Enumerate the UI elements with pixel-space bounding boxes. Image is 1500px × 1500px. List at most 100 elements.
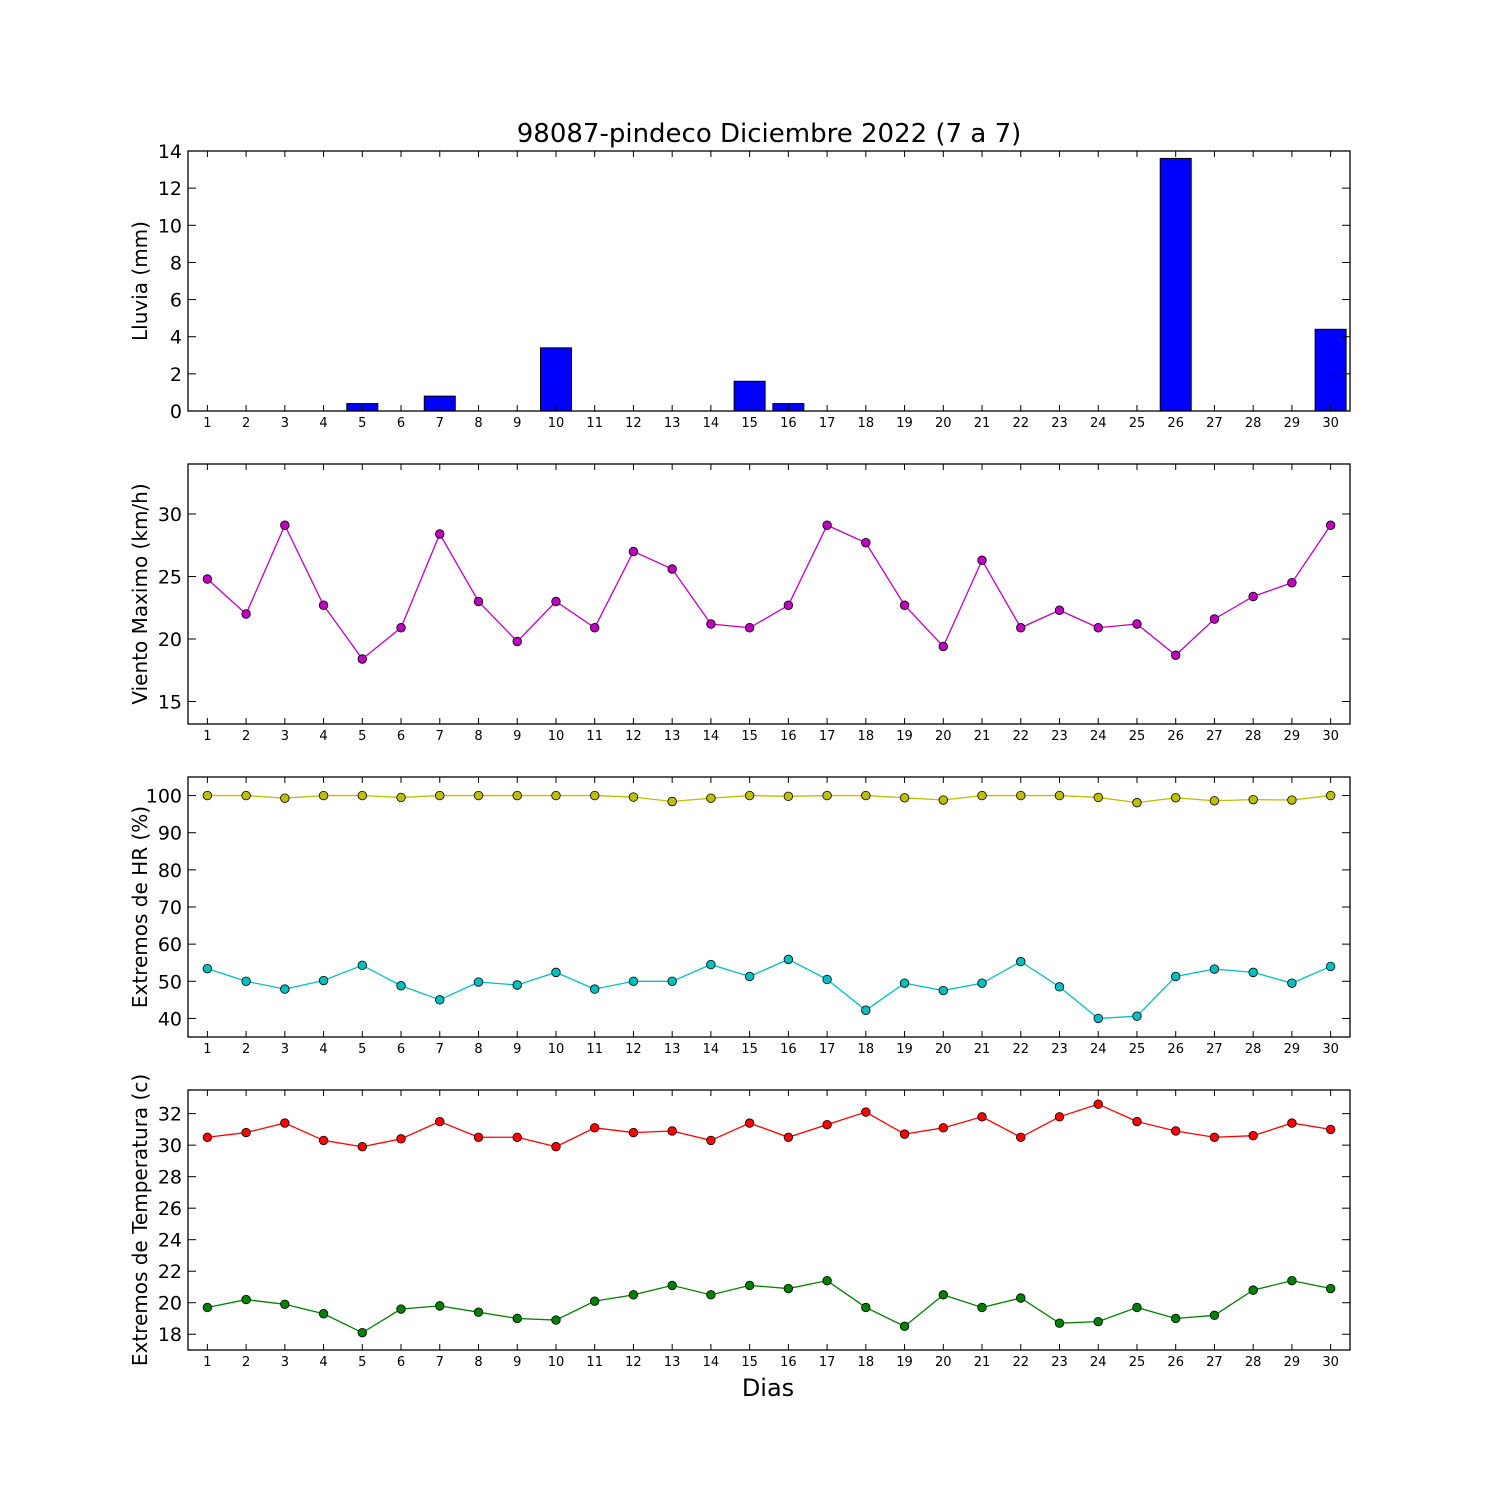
x-tick-label: 13 (664, 1042, 681, 1057)
series-2-point-15 (744, 971, 755, 982)
series-1-point-15 (744, 1118, 755, 1128)
x-tick-label: 30 (1322, 1355, 1339, 1370)
series-2-point-12 (628, 1290, 639, 1300)
y-tick-label: 70 (158, 897, 182, 919)
series-1-point-13 (667, 564, 677, 574)
y-tick-label: 32 (158, 1104, 182, 1126)
series-1-point-14 (706, 619, 716, 629)
x-tick-label: 5 (358, 416, 366, 431)
series-1-point-2 (241, 1127, 251, 1138)
y-tick-label: 4 (170, 327, 182, 349)
series-1-point-27 (1209, 1132, 1220, 1142)
x-tick-label: 2 (242, 729, 250, 744)
x-tick-label: 5 (358, 729, 366, 744)
plot-frame (187, 776, 1351, 1038)
series-1-point-7 (435, 529, 445, 539)
x-tick-label: 28 (1245, 1042, 1262, 1057)
series-2-point-28 (1248, 967, 1258, 978)
series-2-point-19 (899, 978, 910, 988)
series-1-point-24 (1093, 1099, 1103, 1109)
series-2-point-3 (280, 1299, 290, 1310)
x-tick-label: 11 (586, 1355, 603, 1370)
y-tick-label: 90 (158, 823, 182, 845)
x-tick-label: 4 (319, 1042, 327, 1057)
x-tick-label: 16 (780, 1042, 797, 1057)
series-1-point-3 (280, 793, 290, 803)
series-2-point-19 (899, 1321, 910, 1332)
series-1-point-17 (822, 790, 832, 801)
x-tick-label: 29 (1284, 729, 1301, 744)
series-2-point-10 (551, 967, 561, 978)
series-2-point-1 (202, 963, 213, 974)
plot-frame (187, 463, 1351, 725)
x-tick-label: 3 (281, 416, 289, 431)
series-1-point-3 (280, 1118, 290, 1128)
x-tick-label: 8 (474, 1355, 482, 1370)
series-1-point-18 (861, 790, 871, 801)
series-1-point-23 (1054, 1112, 1065, 1122)
series-2-point-11 (590, 1296, 600, 1306)
series-2-point-27 (1209, 1310, 1220, 1321)
x-tick-label: 8 (474, 729, 482, 744)
series-2-point-18 (861, 1302, 871, 1313)
y-tick-label: 60 (158, 934, 182, 956)
series-2-point-4 (318, 1309, 329, 1319)
series-1-point-11 (590, 1123, 600, 1133)
y-axis-label: Viento Maximo (km/h) (128, 483, 152, 704)
series-1-point-12 (628, 792, 639, 802)
x-tick-label: 20 (935, 729, 952, 744)
series-2-point-20 (938, 1290, 949, 1300)
x-tick-label: 25 (1129, 416, 1146, 431)
x-tick-label: 15 (741, 729, 758, 744)
series-1-point-24 (1093, 792, 1103, 803)
x-tick-label: 23 (1051, 1042, 1068, 1057)
series-1-point-26 (1170, 793, 1181, 803)
x-tick-label: 4 (319, 1355, 327, 1370)
series-1-point-25 (1132, 1116, 1142, 1127)
series-1-point-6 (396, 792, 406, 803)
series-1-point-17 (822, 520, 832, 530)
series-2-point-25 (1132, 1011, 1142, 1021)
series-1-point-9 (512, 1132, 522, 1142)
series-1-point-11 (590, 790, 600, 801)
series-2-point-17 (822, 974, 832, 985)
series-2-point-1 (202, 1302, 213, 1313)
series-1-point-9 (512, 790, 522, 801)
series-line-1 (206, 523, 1332, 660)
x-tick-label: 10 (548, 1042, 565, 1057)
series-2-point-8 (473, 1307, 484, 1317)
series-1-point-30 (1325, 1124, 1336, 1135)
x-tick-label: 6 (397, 729, 405, 744)
series-2-point-6 (396, 1304, 406, 1314)
plot-frame (187, 1089, 1351, 1351)
y-axis-label: Extremos de HR (%) (128, 806, 152, 1008)
series-2-point-14 (706, 1290, 716, 1300)
x-tick-label: 6 (397, 1042, 405, 1057)
series-2-point-3 (280, 984, 290, 994)
x-axis-label: Dias (742, 1374, 794, 1402)
x-tick-label: 4 (319, 729, 327, 744)
series-1-point-8 (473, 1132, 484, 1142)
x-tick-label: 5 (358, 1355, 366, 1370)
x-tick-label: 2 (242, 1355, 250, 1370)
series-1-point-6 (396, 1134, 406, 1144)
series-1-point-14 (706, 1135, 716, 1146)
x-tick-label: 24 (1090, 1042, 1107, 1057)
y-tick-label: 30 (158, 504, 182, 526)
series-2-point-7 (435, 995, 445, 1005)
series-2-point-25 (1132, 1302, 1142, 1313)
series-2-point-22 (1016, 1293, 1026, 1303)
x-tick-label: 27 (1206, 729, 1223, 744)
x-tick-label: 18 (858, 1355, 875, 1370)
series-1-point-14 (706, 793, 716, 803)
series-2-point-26 (1170, 1313, 1181, 1324)
x-tick-label: 6 (397, 1355, 405, 1370)
x-tick-label: 19 (896, 729, 913, 744)
x-tick-label: 14 (703, 1042, 720, 1057)
x-tick-label: 19 (896, 1042, 913, 1057)
x-tick-label: 22 (1012, 1355, 1029, 1370)
series-1-point-25 (1132, 797, 1142, 808)
x-tick-label: 27 (1206, 416, 1223, 431)
x-tick-label: 10 (548, 729, 565, 744)
